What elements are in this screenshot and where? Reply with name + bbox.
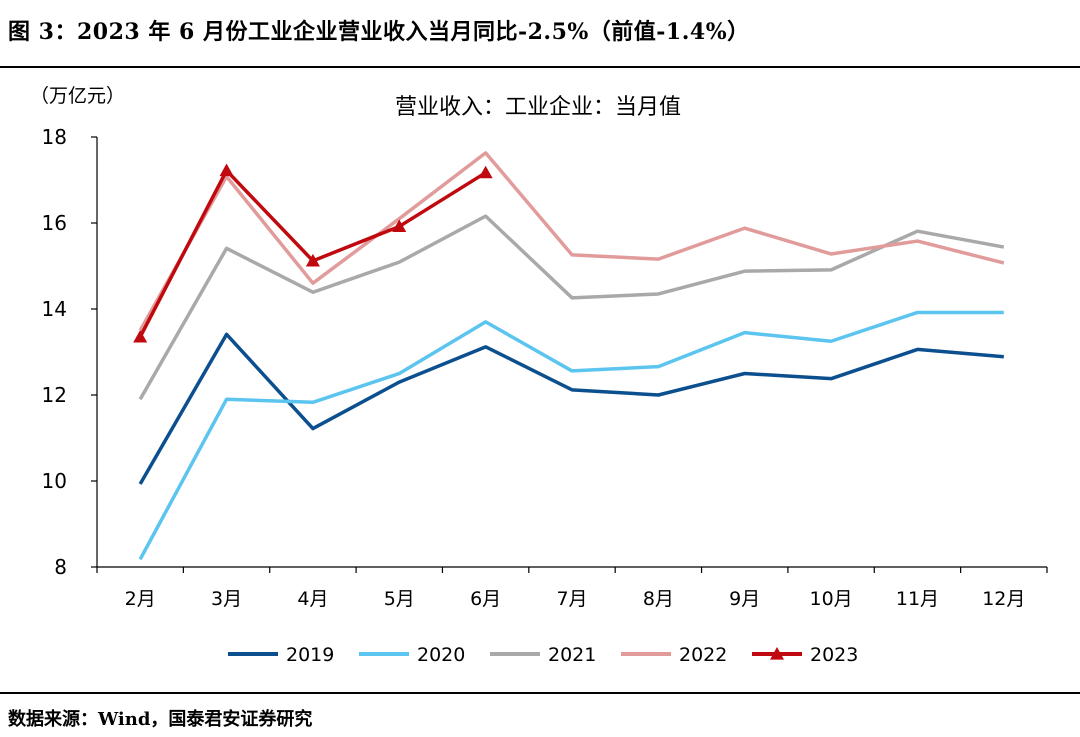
x-tick-label: 9月 [729,588,760,610]
y-tick-label: 12 [42,383,67,407]
top-rule [0,66,1080,68]
x-tick-label: 6月 [470,588,501,610]
y-tick-label: 10 [42,469,67,493]
x-tick-label: 11月 [896,588,939,610]
x-tick-label: 8月 [643,588,674,610]
y-tick-label: 14 [42,297,67,321]
series-lines [133,151,1005,561]
x-tick-label: 7月 [556,588,587,610]
x-tick-label: 2月 [125,588,156,610]
x-tick-label: 5月 [384,588,415,610]
data-point-2023 [219,163,234,177]
x-tick-label: 10月 [809,588,852,610]
data-point-2023 [133,329,148,343]
y-tick-label: 18 [42,125,67,149]
chart-title: 营业收入：工业企业：当月值 [395,95,681,120]
x-tick-label: 12月 [982,588,1025,610]
series-line-2022 [138,151,1005,332]
legend-label-2023: 2023 [810,644,858,666]
data-point-2023 [478,165,493,179]
legend-label-2020: 2020 [417,644,465,666]
legend-label-2019: 2019 [286,644,334,666]
x-tick-label: 3月 [211,588,242,610]
y-tick-label: 16 [42,211,67,235]
bottom-rule [0,692,1080,694]
series-line-2021 [138,214,1005,401]
legend-marker-2023 [770,647,784,660]
line-chart: （万亿元） 营业收入：工业企业：当月值 8 10 12 14 16 18 2月 3月 4月 5月 6… [30,85,1048,666]
series-line-2020 [138,310,1004,561]
data-point-2023 [392,219,407,233]
series-line-2019 [138,332,1004,485]
figure-title: 图 3：2023 年 6 月份工业企业营业收入当月同比-2.5%（前值-1.4%… [8,19,750,45]
y-unit-label: （万亿元） [30,85,125,107]
source-note: 数据来源：Wind，国泰君安证券研究 [8,709,313,730]
x-tick-label: 4月 [297,588,328,610]
y-tick-label: 8 [54,555,67,579]
legend: 2019 2020 2021 2022 2023 [228,644,858,666]
legend-label-2022: 2022 [679,644,727,666]
axes: 8 10 12 14 16 18 2月 3月 4月 5月 6月 7月 8月 9月 10月 11月 12月 [42,125,1048,610]
data-point-2023 [305,253,320,267]
legend-label-2021: 2021 [548,644,596,666]
